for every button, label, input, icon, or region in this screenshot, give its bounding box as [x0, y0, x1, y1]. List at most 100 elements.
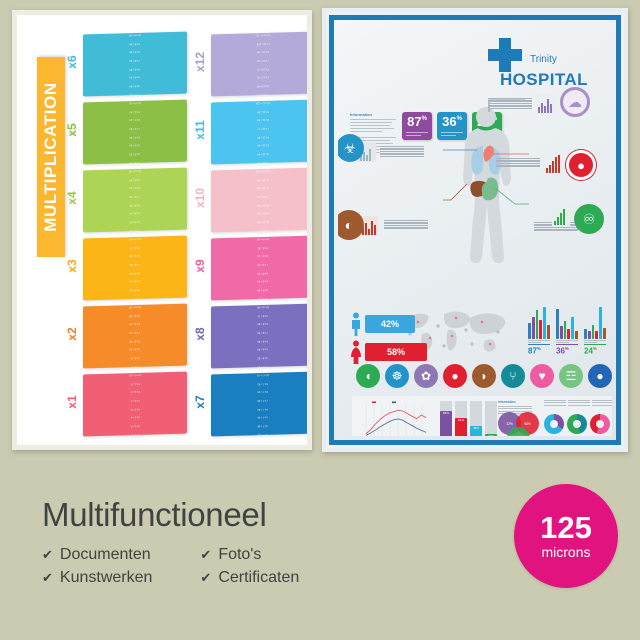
liver-icon: ◗: [472, 364, 496, 388]
callout-heart-chart: [544, 154, 562, 174]
placeholder-line: [350, 130, 383, 133]
heart-icon: ♥: [530, 364, 554, 388]
stat-pill-percent: %: [421, 116, 427, 122]
multiplication-cell: 4 x 6 = 24: [129, 84, 141, 88]
health-icon-row: ◖ ☸ ✿ ● ◗ ⑂ ♥ ☲ ●: [356, 364, 612, 388]
multiplication-cell: 6 x 1 = 6: [130, 407, 140, 411]
callout-lungs-text: [380, 146, 424, 158]
multiplication-cell: 9 x 3 = 27: [129, 245, 141, 250]
placeholder-line: [350, 121, 393, 124]
callout-stomach-chart: [552, 206, 570, 226]
vertical-bar-fill: 64%: [455, 417, 467, 436]
multiplication-cell: 6 x 6 = 36: [129, 67, 141, 71]
multiplication-table-label: x12: [193, 51, 207, 73]
female-figure-icon: [351, 340, 361, 364]
multiplication-column-right: x12 1 x 12 = 122 x 12 = 243 x 12 = 364 x …: [187, 15, 307, 445]
placeholder-line: [350, 136, 396, 139]
multiplication-cell: 4 x 2 = 8: [130, 356, 140, 360]
multiplication-cell: 7 x 8 = 56: [257, 330, 269, 335]
multiplication-table-body: 1 x 2 = 22 x 2 = 43 x 2 = 64 x 2 = 85 x …: [83, 303, 187, 369]
feature-list: ✔ Documenten ✔ Kunstwerken ✔ Foto's ✔ Certifica…: [42, 546, 299, 587]
vertical-bar-fill: 86%: [440, 410, 452, 436]
gender-row-male: 42%: [350, 312, 427, 336]
bar-group-87: 87%: [528, 307, 550, 356]
multiplication-cell: 7 x 1 = 7: [130, 398, 140, 403]
badge-unit: microns: [541, 544, 591, 560]
male-percentage-bar: 42%: [365, 315, 415, 333]
bar-group-lines: [556, 340, 578, 344]
multiplication-cell: 4 x 10 = 40: [257, 220, 269, 224]
multiplication-table-body: 1 x 5 = 52 x 5 = 103 x 5 = 154 x 5 = 205…: [83, 99, 187, 165]
feature-item: ✔ Kunstwerken: [42, 569, 152, 587]
multiplication-cell: 9 x 11 = 99: [257, 109, 269, 114]
multiplication-table-label: x3: [65, 259, 79, 273]
multiplication-cell: 7 x 3 = 21: [129, 262, 141, 267]
multiplication-cell: 7 x 2 = 14: [129, 330, 141, 335]
stat-pill-87: 87%: [402, 112, 432, 140]
multiplication-cell: 7 x 10 = 70: [257, 194, 269, 199]
stat-pill-sublines: [441, 132, 463, 137]
multiplication-cell: 9 x 5 = 45: [129, 109, 141, 114]
liver-icon-glyph: ◗: [480, 369, 488, 383]
feature-item: ✔ Certificaten: [200, 569, 299, 587]
multiplication-table-label: x4: [65, 191, 79, 205]
callout-brain: [488, 98, 532, 110]
callout-liver: [384, 220, 428, 230]
stomach-icon-glyph: ◖: [364, 369, 372, 383]
multiplication-table-x3: x3 1 x 3 = 32 x 3 = 63 x 3 = 94 x 3 = 125…: [59, 235, 189, 305]
hospital-logo: Trinity HOSPITAL: [482, 38, 602, 94]
bar-group-36: 36%: [556, 307, 578, 356]
multiplication-table-x12: x12 1 x 12 = 122 x 12 = 243 x 12 = 364 x …: [187, 31, 307, 101]
stat-pill-36: 36%: [437, 112, 467, 140]
multiplication-table-label: x11: [193, 120, 207, 140]
multiplication-table-body: 1 x 6 = 62 x 6 = 123 x 6 = 184 x 6 = 245…: [83, 31, 187, 97]
multiplication-table-x6: x6 1 x 6 = 62 x 6 = 123 x 6 = 184 x 6 = 2…: [59, 31, 189, 101]
gender-stats: 42% 58%: [350, 312, 427, 368]
badge-number: 125: [540, 510, 592, 545]
brain-circle-icon: ☁: [560, 87, 590, 117]
multiplication-table-label: x2: [65, 327, 79, 341]
feature-item: ✔ Documenten: [42, 546, 152, 564]
multiplication-cell: 9 x 1 = 9: [130, 381, 140, 386]
multiplication-table-body: 1 x 3 = 32 x 3 = 63 x 3 = 94 x 3 = 125 x…: [83, 235, 187, 301]
bar-group-chart: 87%36%24%74%: [528, 307, 612, 356]
liver-circle-icon: ◐: [338, 210, 364, 240]
human-body-diagram: [443, 92, 529, 297]
bar-group-value: 24%: [584, 344, 606, 356]
bar-group-lines: [584, 340, 606, 344]
donut-label-2: [568, 400, 590, 407]
vertical-bar-chart: 86%64%48%22%: [440, 401, 497, 436]
hospital-poster-frame: Trinity HOSPITAL Information 87%36%24%: [329, 15, 621, 445]
callout-lungs: [380, 146, 424, 158]
callout-heart-text: [496, 158, 540, 167]
kidney-icon: ●: [443, 364, 467, 388]
multiplication-table-label: x7: [193, 395, 207, 409]
stat-pill-percent: %: [456, 116, 462, 122]
multiplication-cell: 7 x 11 = 77: [257, 126, 269, 131]
callout-liver-chart: [360, 216, 378, 236]
multiplication-table-label: x8: [193, 327, 207, 341]
multiplication-cell: 4 x 8 = 32: [257, 356, 269, 360]
multiplication-cell: 9 x 9 = 81: [257, 245, 269, 250]
vertical-bar-track: 22%: [485, 401, 497, 436]
organ-connector-lines: [443, 99, 529, 205]
multiplication-table-body: 1 x 10 = 102 x 10 = 203 x 10 = 304 x 10 …: [211, 167, 307, 233]
multiplication-table-body: 1 x 11 = 112 x 11 = 223 x 11 = 334 x 11 …: [211, 99, 307, 165]
apple-icon-glyph: ●: [596, 369, 604, 383]
multiplication-table-body: 1 x 7 = 72 x 7 = 143 x 7 = 214 x 7 = 285…: [211, 371, 307, 437]
multiplication-table-x1: x1 1 x 1 = 12 x 1 = 23 x 1 = 34 x 1 = 45 …: [59, 371, 189, 441]
multiplication-cell: 6 x 9 = 54: [257, 271, 269, 275]
multiplication-cell: 9 x 4 = 36: [129, 177, 141, 182]
multiplication-table-body: 1 x 1 = 12 x 1 = 23 x 1 = 34 x 1 = 45 x …: [83, 371, 187, 437]
check-icon: ✔: [200, 547, 212, 562]
multiplication-table-body: 1 x 4 = 42 x 4 = 83 x 4 = 124 x 4 = 165 …: [83, 167, 187, 233]
apple-icon: ●: [588, 364, 612, 388]
bar-group-value: 87%: [528, 344, 550, 356]
multiplication-table-x7: x7 1 x 7 = 72 x 7 = 143 x 7 = 214 x 7 = 2…: [187, 371, 307, 441]
page-title: MULTIPLICATION: [41, 82, 60, 232]
gender-row-female: 58%: [350, 340, 427, 364]
multiplication-table-x5: x5 1 x 5 = 52 x 5 = 103 x 5 = 154 x 5 = 2…: [59, 99, 189, 169]
multiplication-cell: 6 x 5 = 30: [129, 135, 141, 139]
multiplication-table-x2: x2 1 x 2 = 22 x 2 = 43 x 2 = 64 x 2 = 85 …: [59, 303, 189, 373]
heart-organ: [483, 145, 494, 162]
